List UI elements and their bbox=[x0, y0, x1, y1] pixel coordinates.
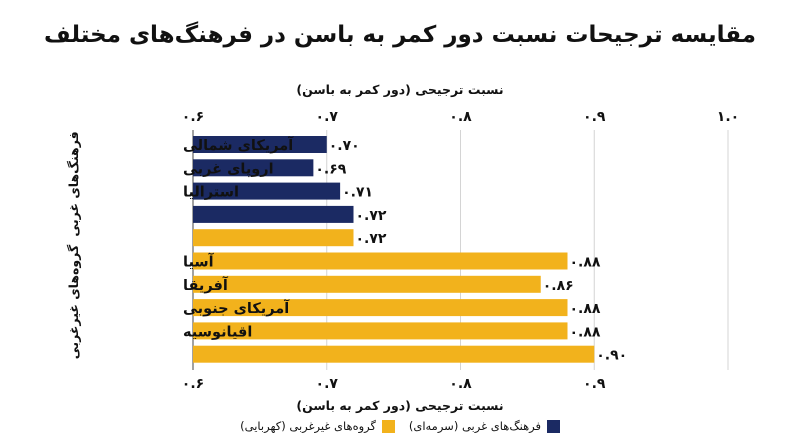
chart-title: مقایسه ترجیحات نسبت دور کمر به باسن در ف… bbox=[43, 22, 757, 48]
bottom-tick-label: ۰.۷ bbox=[316, 376, 339, 392]
bar-2 bbox=[193, 159, 314, 177]
bottom-axis-label: نسبت ترجیحی (دور کمر به باسن) bbox=[296, 398, 504, 413]
bar-value-label: ۰.۸۸ bbox=[570, 301, 601, 317]
top-tick-label: ۰.۹ bbox=[583, 109, 606, 125]
group-label-nonwestern: گروه‌های غیرغربی bbox=[66, 244, 81, 359]
bar-category-label: آسیا bbox=[183, 253, 215, 271]
legend-swatch-nonwestern bbox=[382, 419, 395, 433]
bar-value-label: ۰.۸۶ bbox=[543, 278, 574, 294]
bar-value-label: ۰.۸۸ bbox=[570, 255, 601, 271]
bar-9 bbox=[193, 322, 568, 340]
bar-value-label: ۰.۶۹ bbox=[315, 161, 346, 177]
bar-category-label: آمریکای جنوبی bbox=[183, 299, 290, 317]
bar-5 bbox=[193, 229, 354, 247]
bar-4 bbox=[193, 205, 354, 223]
top-tick-label: ۱.۰ bbox=[717, 109, 739, 125]
bottom-tick-label: ۰.۶ bbox=[182, 376, 204, 392]
bar-value-label: ۰.۹۰ bbox=[596, 348, 627, 364]
bottom-tick-label: ۰.۹ bbox=[583, 376, 606, 392]
bar-6 bbox=[193, 252, 568, 270]
group-label-western: فرهنگ‌های غربی bbox=[66, 131, 81, 236]
bar-category-label: اقیانوسیه bbox=[183, 324, 252, 340]
top-axis-label: نسبت ترجیحی (دور کمر به باسن) bbox=[296, 82, 504, 97]
legend-item-western: فرهنگ‌های غربی (سرمه‌ای) bbox=[409, 419, 560, 433]
bar-8 bbox=[193, 299, 568, 317]
bar-10 bbox=[193, 345, 595, 363]
legend-label-nonwestern: گروه‌های غیرغربی (کهربایی) bbox=[240, 419, 376, 433]
bar-category-label: آفریقا bbox=[183, 276, 229, 294]
bar-7 bbox=[193, 275, 541, 293]
bar-value-label: ۰.۸۸ bbox=[570, 324, 601, 340]
bar-value-label: ۰.۷۲ bbox=[356, 208, 387, 224]
bottom-tick-label: ۰.۸ bbox=[449, 376, 472, 392]
bar-value-label: ۰.۷۲ bbox=[356, 231, 387, 247]
legend-label-western: فرهنگ‌های غربی (سرمه‌ای) bbox=[408, 419, 541, 433]
top-tick-label: ۰.۸ bbox=[449, 109, 472, 125]
bar-category-label: اروپای غربی bbox=[183, 161, 274, 177]
legend-item-nonwestern: گروه‌های غیرغربی (کهربایی) bbox=[240, 419, 395, 433]
top-tick-label: ۰.۷ bbox=[316, 109, 339, 125]
bar-value-label: ۰.۷۱ bbox=[342, 185, 373, 201]
bar-value-label: ۰.۷۰ bbox=[329, 138, 360, 154]
bar-3 bbox=[193, 182, 341, 200]
top-tick-label: ۰.۶ bbox=[182, 109, 204, 125]
bar-category-label: استرالیا bbox=[183, 185, 239, 201]
legend-swatch-western bbox=[547, 419, 560, 433]
bar-1 bbox=[193, 136, 327, 153]
bar-category-label: آمریکای شمالی bbox=[183, 136, 294, 154]
